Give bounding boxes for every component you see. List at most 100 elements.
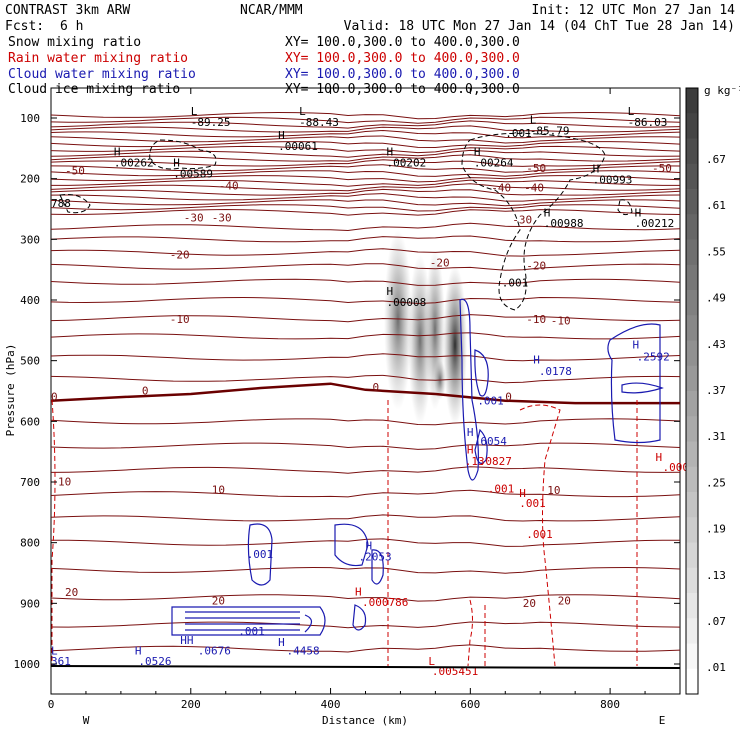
y-tick-label: 700: [20, 476, 40, 489]
isotherm: [50, 594, 681, 602]
model-title: CONTRAST 3km ARW: [5, 3, 130, 18]
field-rain-name: Rain water mixing ratio: [8, 51, 188, 66]
isotherm-label: -10: [551, 314, 571, 327]
cloud-water-label: H: [135, 644, 142, 657]
cloud-water-label: .001: [477, 394, 504, 407]
isotherm: [51, 538, 680, 547]
colorbar-swatch: [686, 668, 698, 695]
isotherm: [50, 149, 681, 158]
extremum-kind: H: [635, 206, 642, 219]
cloud-water-label: L: [51, 644, 58, 657]
isotherm: [50, 164, 681, 173]
colorbar-swatch: [686, 239, 698, 266]
colorbar-swatch: [686, 643, 698, 670]
extremum-value: .00264: [474, 157, 514, 170]
colorbar-swatch: [686, 88, 698, 114]
cloud-water-label: H: [467, 426, 474, 439]
isotherm: [50, 145, 681, 154]
extremum-kind: H: [544, 206, 551, 219]
isotherm: [50, 129, 681, 139]
cloud-water-label: 361: [51, 655, 71, 668]
isotherm: [50, 208, 681, 216]
isotherm-label: 10: [58, 476, 71, 489]
colorbar-label: .37: [706, 384, 726, 397]
colorbar-swatch: [686, 492, 698, 518]
isotherm: [50, 566, 681, 574]
field-rain-xy: XY= 100.0,300.0 to 400.0,300.0: [285, 51, 520, 66]
colorbar-label: .61: [706, 199, 726, 212]
extremum-kind: L: [530, 113, 537, 126]
extremum-value: -89.25: [191, 116, 231, 129]
colorbar-swatch: [686, 214, 698, 240]
cloud-water-contour: [304, 614, 313, 633]
extremum-kind: H: [593, 163, 600, 176]
cloud-water-contour: [371, 549, 384, 585]
cloud-water-contour: [171, 606, 326, 636]
isotherm: [50, 188, 681, 196]
isotherm-label: -50: [652, 162, 672, 175]
isotherm-label: 20: [212, 595, 225, 608]
extremum-kind: L: [628, 105, 635, 118]
cloud-water-label: H: [278, 636, 285, 649]
colorbar-label: .49: [706, 292, 726, 305]
cloud-water-label: H: [632, 339, 639, 352]
isotherm: [50, 120, 681, 129]
snow-blob: [443, 265, 467, 425]
isotherm-label: 0: [51, 391, 58, 404]
isotherm-label: 10: [212, 484, 225, 497]
isotherm-label: -20: [430, 257, 450, 270]
isotherm: [50, 154, 681, 162]
x-tick-label: 400: [321, 698, 341, 711]
cloud-water-contour: [474, 428, 488, 464]
y-tick-label: 100: [20, 112, 40, 125]
colorbar-unit: g kg⁻¹: [704, 84, 740, 97]
colorbar-label: .01: [706, 661, 726, 674]
extremum-value: 788: [51, 197, 71, 210]
x-tick-label: 200: [181, 698, 201, 711]
fcst-label: Fcst:: [5, 19, 44, 34]
isotherm-label: 0: [142, 385, 149, 398]
isotherm-label: 20: [523, 597, 536, 610]
rain-label: .001: [519, 497, 546, 510]
x-tick-label: 600: [460, 698, 480, 711]
extremum-value: -86.03: [628, 116, 668, 129]
extremum-value: -88.43: [299, 116, 339, 129]
field-snow-xy: XY= 100.0,300.0 to 400.0,300.0: [285, 35, 520, 50]
isotherm-label: -40: [524, 181, 544, 194]
cloud-water-label: .0676: [198, 644, 231, 657]
init-time: Init: 12 UTC Mon 27 Jan 14: [532, 3, 736, 18]
isotherm-label: -30: [512, 214, 532, 227]
east-label: E: [659, 714, 666, 727]
cloud-water-contour: [459, 298, 479, 481]
colorbar-swatch: [686, 618, 698, 644]
contour-labels: -50 -40 -30 -30 -20 -10 0 0 0 0 10 10 10 20 20 20 20 -50 -…: [51, 105, 696, 678]
cloud-water-label: H: [366, 539, 373, 552]
ice-contour: [149, 139, 217, 170]
isotherm: [51, 179, 680, 187]
freezing-level: [50, 382, 680, 405]
isotherm: [50, 125, 681, 133]
isotherm-label: -10: [526, 313, 546, 326]
ice-contour: [59, 194, 91, 214]
colorbar-swatch: [686, 138, 698, 165]
cloud-ice-contours: [59, 132, 633, 311]
ice-contour: [617, 199, 633, 216]
isotherm: [50, 263, 681, 271]
cloud-water-contour: [607, 323, 661, 444]
extremum-kind: H: [474, 146, 481, 159]
extremum-kind: H: [173, 157, 180, 170]
extremum-value: .00589: [173, 167, 213, 180]
colorbar-label: .07: [706, 615, 726, 628]
extremum-kind: H: [386, 146, 393, 159]
cloud-water-label: .0526: [138, 655, 171, 668]
isotherm: [50, 353, 681, 362]
cloud-water-label: HH: [180, 634, 193, 647]
ice-contour: [461, 132, 606, 311]
isotherm-label: 20: [65, 586, 78, 599]
isotherm: [50, 418, 681, 426]
cloud-water-label: H: [533, 354, 540, 367]
ground-line: [50, 665, 681, 669]
extremum-kind: L: [191, 105, 198, 118]
field-snow-name: Snow mixing ratio: [8, 35, 141, 50]
rain-label: .0827: [479, 455, 512, 468]
